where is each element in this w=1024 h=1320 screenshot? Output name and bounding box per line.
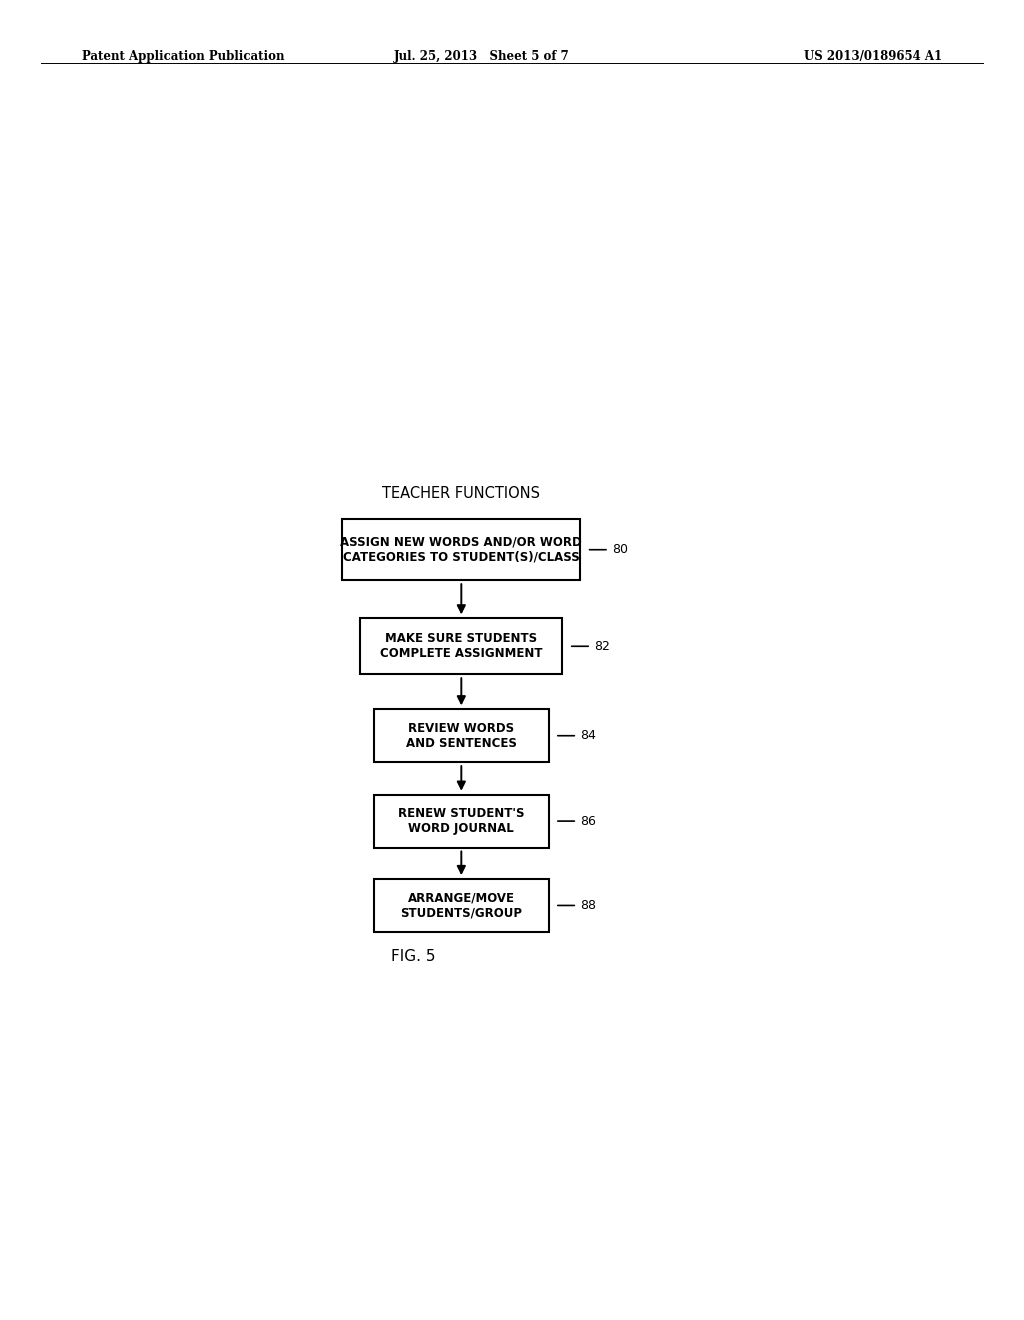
Text: 88: 88 xyxy=(581,899,596,912)
Text: TEACHER FUNCTIONS: TEACHER FUNCTIONS xyxy=(382,486,541,502)
Text: 82: 82 xyxy=(594,640,610,653)
Text: 84: 84 xyxy=(581,729,596,742)
Text: 86: 86 xyxy=(581,814,596,828)
Text: 80: 80 xyxy=(612,544,628,556)
FancyBboxPatch shape xyxy=(374,795,549,847)
Text: FIG. 5: FIG. 5 xyxy=(391,949,436,964)
FancyBboxPatch shape xyxy=(360,618,562,675)
FancyBboxPatch shape xyxy=(374,709,549,762)
FancyBboxPatch shape xyxy=(374,879,549,932)
Text: REVIEW WORDS
AND SENTENCES: REVIEW WORDS AND SENTENCES xyxy=(406,722,517,750)
Text: ASSIGN NEW WORDS AND/OR WORD
CATEGORIES TO STUDENT(S)/CLASS: ASSIGN NEW WORDS AND/OR WORD CATEGORIES … xyxy=(340,536,583,564)
Text: Jul. 25, 2013   Sheet 5 of 7: Jul. 25, 2013 Sheet 5 of 7 xyxy=(393,50,569,63)
Text: RENEW STUDENT'S
WORD JOURNAL: RENEW STUDENT'S WORD JOURNAL xyxy=(398,807,524,836)
Text: MAKE SURE STUDENTS
COMPLETE ASSIGNMENT: MAKE SURE STUDENTS COMPLETE ASSIGNMENT xyxy=(380,632,543,660)
Text: ARRANGE/MOVE
STUDENTS/GROUP: ARRANGE/MOVE STUDENTS/GROUP xyxy=(400,891,522,920)
Text: Patent Application Publication: Patent Application Publication xyxy=(82,50,285,63)
Text: US 2013/0189654 A1: US 2013/0189654 A1 xyxy=(804,50,942,63)
FancyBboxPatch shape xyxy=(342,519,581,581)
